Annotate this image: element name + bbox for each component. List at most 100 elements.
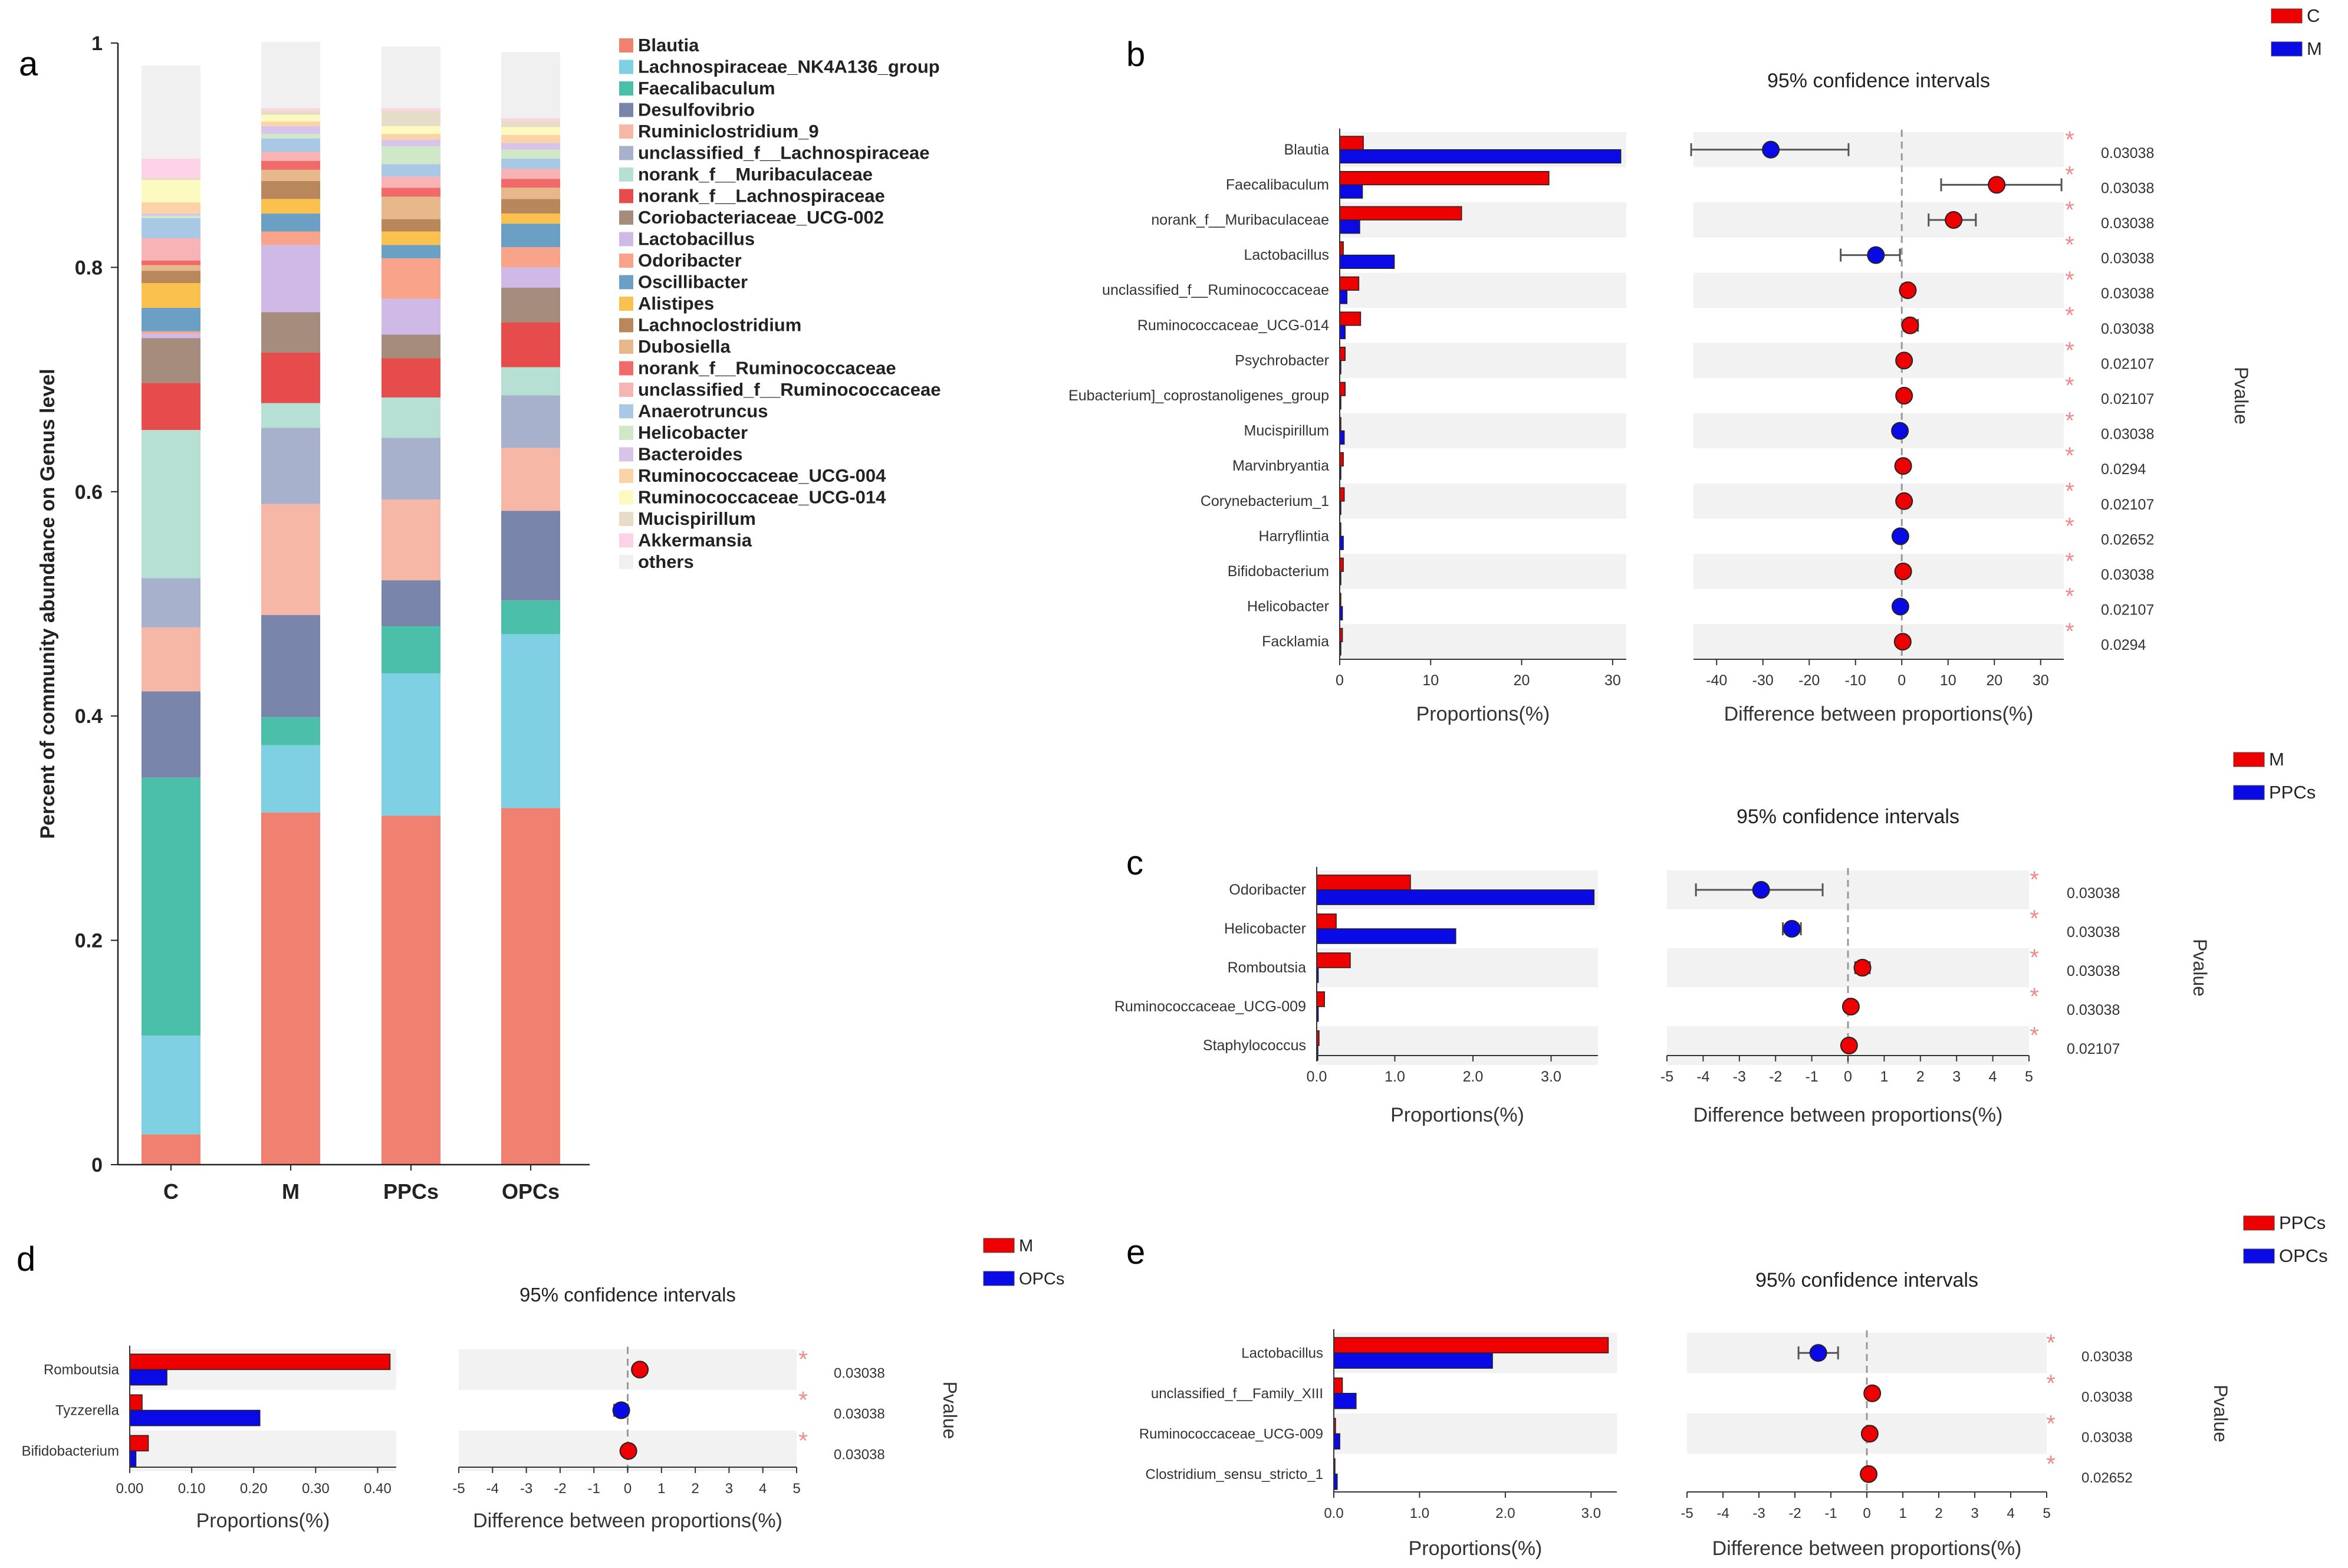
x-tick-label: -3 bbox=[520, 1481, 532, 1497]
bar-segment bbox=[382, 108, 440, 111]
x-tick-label: 20 bbox=[1514, 672, 1530, 689]
legend-swatch bbox=[619, 275, 633, 290]
x-tick-label: 0.0 bbox=[1324, 1505, 1343, 1521]
legend-label: others bbox=[638, 551, 694, 572]
legend-label: Lachnoclostridium bbox=[638, 315, 801, 336]
bar-segment bbox=[261, 180, 320, 199]
p-value: 0.02652 bbox=[2101, 531, 2154, 548]
x-tick-label: 2 bbox=[1916, 1069, 1925, 1085]
x-tick-label: 5 bbox=[2043, 1505, 2050, 1521]
row-stripe bbox=[1693, 272, 2064, 308]
bar-segment bbox=[142, 260, 200, 265]
bar-segment bbox=[501, 120, 560, 127]
x-tick-label: 3 bbox=[1971, 1505, 1978, 1521]
p-value: 0.02107 bbox=[2101, 391, 2154, 407]
x-tick-label: -1 bbox=[588, 1481, 600, 1497]
panel-label: e bbox=[1126, 1233, 1145, 1271]
legend-label: Bacteroides bbox=[638, 444, 742, 465]
significance-star: * bbox=[2065, 408, 2074, 434]
bar-segment bbox=[261, 745, 320, 813]
legend-swatch bbox=[619, 404, 633, 419]
x-tick-label: 2.0 bbox=[1495, 1505, 1515, 1521]
bar-group-a bbox=[129, 1353, 391, 1370]
y-tick-label: 1 bbox=[91, 32, 103, 55]
bar-segment bbox=[501, 267, 560, 288]
bar-segment bbox=[142, 158, 200, 178]
p-value: 0.03038 bbox=[834, 1447, 885, 1463]
bar-group-b bbox=[1333, 1393, 1357, 1409]
x-tick-label: -2 bbox=[1788, 1505, 1801, 1521]
taxon-label: Blautia bbox=[1284, 142, 1330, 158]
bar-segment bbox=[382, 334, 440, 359]
taxon-label: unclassified_f__Ruminococcaceae bbox=[1102, 282, 1329, 298]
legend-swatch bbox=[2233, 752, 2265, 767]
bar-segment bbox=[261, 615, 320, 718]
bar-group-b bbox=[1339, 430, 1345, 445]
x-tick-label: M bbox=[282, 1179, 300, 1204]
bar-segment bbox=[261, 110, 320, 115]
row-stripe bbox=[1693, 413, 2064, 449]
taxon-label: unclassified_f__Family_XIII bbox=[1151, 1386, 1323, 1402]
bar-segment bbox=[501, 395, 560, 448]
row-stripe bbox=[1334, 1413, 1617, 1454]
bar-group-a bbox=[1339, 171, 1550, 186]
difference-point bbox=[1783, 920, 1801, 938]
legend-label: M bbox=[2269, 749, 2284, 770]
x-tick-label: 30 bbox=[2033, 672, 2049, 689]
legend-label: Lachnospiraceae_NK4A136_group bbox=[638, 57, 940, 77]
legend-swatch bbox=[619, 318, 633, 333]
significance-star: * bbox=[798, 1388, 808, 1413]
significance-star: * bbox=[2030, 945, 2039, 971]
bar-segment bbox=[142, 180, 200, 203]
x-tick-label: 0.40 bbox=[364, 1481, 392, 1497]
panel-label: b bbox=[1126, 35, 1145, 74]
legend-label: Oscillibacter bbox=[638, 272, 748, 292]
legend-label: norank_f__Muribaculaceae bbox=[638, 164, 873, 185]
bar-segment bbox=[261, 152, 320, 161]
legend-label: OPCs bbox=[1019, 1270, 1064, 1288]
taxon-label: Romboutsia bbox=[1228, 959, 1306, 976]
significance-star: * bbox=[2030, 867, 2039, 893]
p-value: 0.0294 bbox=[2101, 637, 2146, 653]
difference-point bbox=[1894, 457, 1912, 475]
x-tick-label: 3 bbox=[1952, 1069, 1961, 1085]
p-value: 0.03038 bbox=[2081, 1349, 2133, 1365]
stacked-bar-chart: a Percent of community abundance on Genus… bbox=[19, 32, 940, 1204]
bar-segment bbox=[501, 179, 560, 188]
legend-label: unclassified_f__Lachnospiraceae bbox=[638, 143, 930, 163]
bar-segment bbox=[142, 338, 200, 383]
panel-label: d bbox=[17, 1240, 35, 1278]
bar-segment bbox=[382, 139, 440, 146]
legend-swatch bbox=[2271, 41, 2303, 57]
bar-segment bbox=[501, 223, 560, 248]
bar-segment bbox=[142, 578, 200, 627]
bar-segment bbox=[261, 352, 320, 403]
bar-segment bbox=[261, 504, 320, 616]
significance-star: * bbox=[2030, 906, 2039, 932]
y-tick-label: 0 bbox=[91, 1154, 103, 1176]
bar-segment bbox=[261, 312, 320, 353]
significance-star: * bbox=[2046, 1451, 2056, 1477]
legend-label: Ruminiclostridium_9 bbox=[638, 121, 819, 142]
taxon-label: Bifidobacterium bbox=[1228, 563, 1329, 580]
taxon-label: Staphylococcus bbox=[1203, 1037, 1306, 1054]
difference-point bbox=[1752, 881, 1770, 899]
y-tick-label: 0.6 bbox=[75, 481, 103, 504]
legend-label: Faecalibaculum bbox=[638, 78, 775, 98]
row-stripe bbox=[1693, 554, 2064, 589]
x-tick-label: -5 bbox=[452, 1481, 465, 1497]
x-tick-label: PPCs bbox=[383, 1179, 439, 1204]
legend-label: Helicobacter bbox=[638, 422, 748, 443]
x-tick-label: 5 bbox=[2025, 1069, 2033, 1085]
bar-segment bbox=[142, 202, 200, 214]
p-value: 0.02652 bbox=[2081, 1470, 2133, 1486]
bar-group-a bbox=[1316, 875, 1411, 890]
bar-segment bbox=[382, 438, 440, 500]
x-tick-label: 3.0 bbox=[1541, 1069, 1561, 1085]
bar-segment bbox=[261, 108, 320, 111]
bar-segment bbox=[382, 134, 440, 140]
bar-group-a bbox=[1316, 952, 1351, 968]
bar-segment bbox=[501, 199, 560, 214]
p-value: 0.03038 bbox=[2067, 924, 2120, 941]
x-tick-label: 4 bbox=[2007, 1505, 2014, 1521]
